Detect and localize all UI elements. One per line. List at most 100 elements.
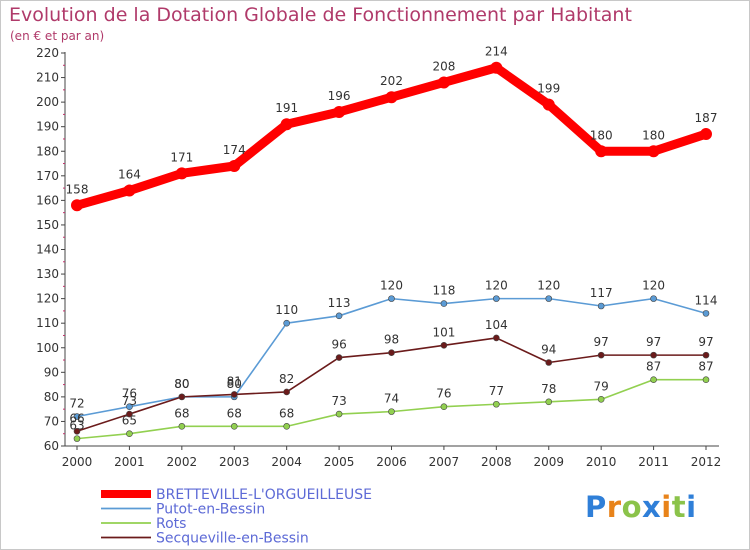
y-tick-label: 150 <box>36 218 59 232</box>
data-label: 68 <box>279 406 294 420</box>
data-label: 104 <box>485 318 508 332</box>
data-point <box>126 410 133 418</box>
data-label: 98 <box>384 333 399 347</box>
x-tick-label: 2011 <box>638 455 669 469</box>
y-tick-label: 110 <box>36 316 59 330</box>
chart-title: Evolution de la Dotation Globale de Fonc… <box>9 4 632 26</box>
data-point <box>493 400 500 408</box>
data-label: 73 <box>122 394 137 408</box>
y-tick-label: 160 <box>36 193 59 207</box>
data-point <box>228 159 241 172</box>
x-tick-label: 2000 <box>62 455 93 469</box>
y-tick-label: 60 <box>44 439 59 453</box>
y-tick-label: 120 <box>36 292 59 306</box>
data-point <box>335 410 343 418</box>
data-label: 68 <box>174 406 189 420</box>
data-label: 118 <box>432 284 455 298</box>
y-tick-label: 90 <box>44 365 59 379</box>
y-tick-label: 180 <box>36 144 59 158</box>
y-tick-label: 130 <box>36 267 59 281</box>
data-point <box>283 388 290 396</box>
x-tick-label: 2010 <box>586 455 617 469</box>
data-label: 96 <box>331 338 346 352</box>
data-label: 80 <box>227 377 242 391</box>
data-point <box>73 427 81 435</box>
data-point <box>73 435 81 442</box>
data-label: 199 <box>537 82 560 96</box>
legend-label: Secqueville-en-Bessin <box>156 531 309 547</box>
logo-letter: t <box>671 490 687 524</box>
data-label: 196 <box>328 89 351 103</box>
data-point <box>702 376 710 383</box>
data-label: 158 <box>66 182 89 196</box>
data-point <box>385 91 398 104</box>
data-label: 80 <box>174 377 189 391</box>
data-point <box>597 351 605 359</box>
data-label: 202 <box>380 74 403 88</box>
y-tick-label: 210 <box>36 71 59 85</box>
data-point <box>388 295 395 302</box>
data-label: 87 <box>698 360 713 374</box>
data-label: 74 <box>384 392 399 406</box>
data-label: 66 <box>69 411 84 425</box>
x-tick-label: 2012 <box>691 455 722 469</box>
y-tick-label: 140 <box>36 243 59 257</box>
data-point <box>175 167 188 180</box>
series-rots: 63 65 68 68 68 73 74 76 77 78 79 87 87 <box>69 360 714 442</box>
data-point <box>335 354 343 361</box>
y-tick-label: 70 <box>44 414 59 428</box>
data-point <box>702 310 710 317</box>
data-label: 94 <box>541 342 556 356</box>
data-label: 79 <box>594 379 609 393</box>
data-point <box>283 423 290 430</box>
x-tick-label: 2008 <box>481 455 512 469</box>
data-point <box>440 341 448 349</box>
data-point <box>597 396 605 403</box>
data-label: 68 <box>227 406 242 420</box>
data-label: 110 <box>275 303 298 317</box>
data-point <box>650 295 657 302</box>
legend-label: Putot-en-Bessin <box>156 502 265 518</box>
data-point <box>650 376 657 383</box>
data-label: 208 <box>432 59 455 73</box>
data-point <box>71 199 83 212</box>
data-point <box>280 118 293 131</box>
data-point <box>545 398 553 406</box>
data-label: 87 <box>646 360 661 374</box>
data-label: 164 <box>118 168 141 182</box>
data-label: 180 <box>642 128 665 142</box>
data-label: 81 <box>227 374 242 388</box>
data-label: 187 <box>695 111 718 125</box>
data-label: 113 <box>328 296 351 310</box>
data-point <box>178 423 186 430</box>
data-label: 120 <box>537 279 560 293</box>
data-point <box>493 334 500 342</box>
data-point <box>178 393 186 401</box>
data-label: 76 <box>436 387 451 401</box>
y-tick-label: 220 <box>36 46 59 60</box>
data-point <box>126 430 133 438</box>
data-point <box>490 61 503 74</box>
data-point <box>493 295 500 302</box>
proxiti-logo: Proxiti <box>585 490 697 524</box>
data-label: 171 <box>170 150 193 164</box>
data-label: 191 <box>275 101 298 115</box>
data-point <box>283 319 290 327</box>
legend-label: BRETTEVILLE-L'ORGUEILLEUSE <box>156 487 372 503</box>
data-label: 78 <box>541 382 556 396</box>
data-point <box>545 295 553 302</box>
data-point <box>545 359 553 366</box>
data-label: 65 <box>122 414 137 428</box>
logo-letter: i <box>661 490 672 524</box>
x-tick-label: 2003 <box>219 455 250 469</box>
x-tick-label: 2005 <box>324 455 355 469</box>
x-tick-label: 2002 <box>167 455 198 469</box>
data-label: 97 <box>698 335 713 349</box>
data-point <box>388 349 395 356</box>
data-label: 120 <box>380 279 403 293</box>
y-tick-label: 190 <box>36 120 59 134</box>
data-label: 117 <box>590 286 613 300</box>
data-point <box>230 423 238 430</box>
